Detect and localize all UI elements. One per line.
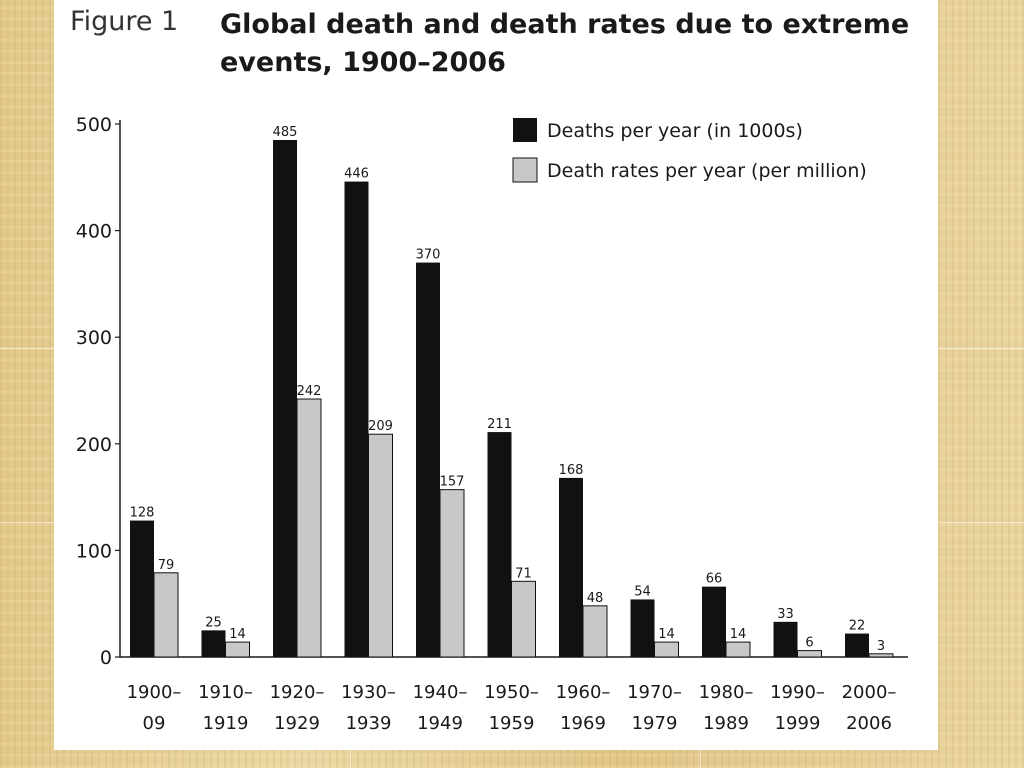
deaths-data-label: 54 <box>634 584 651 599</box>
deaths-bar <box>630 599 655 657</box>
y-tick-label: 300 <box>76 327 112 349</box>
deaths-bar <box>416 262 440 657</box>
death-rate-data-label: 209 <box>368 419 393 434</box>
deaths-bar <box>487 432 512 657</box>
death-rate-data-label: 79 <box>158 558 175 573</box>
death-rate-data-label: 14 <box>658 627 675 642</box>
x-tick-label: 1969 <box>560 713 606 734</box>
death-rate-bar <box>296 398 322 658</box>
x-tick-label: 1949 <box>417 713 463 734</box>
deaths-bar <box>273 139 297 658</box>
x-tick-label: 1999 <box>775 713 821 734</box>
legend-label-deaths: Deaths per year (in 1000s) <box>547 120 803 142</box>
deaths-data-label: 33 <box>777 607 794 622</box>
figure-title: Global death and death rates due to extr… <box>220 9 910 78</box>
y-tick-label: 400 <box>76 221 112 243</box>
death-rate-bar <box>654 641 679 658</box>
deaths-bar <box>702 586 726 657</box>
x-tick-label: 1980– <box>699 682 754 703</box>
death-rate-bar <box>368 433 393 658</box>
legend-swatch-death-rates <box>512 157 538 183</box>
x-tick-label: 1939 <box>346 713 392 734</box>
death-rate-data-label: 48 <box>587 591 604 606</box>
death-rate-bar <box>439 489 465 658</box>
deaths-data-label: 370 <box>416 248 441 263</box>
x-tick-label: 2006 <box>846 713 892 734</box>
death-rate-data-label: 157 <box>440 475 465 490</box>
deaths-data-label: 22 <box>849 619 866 634</box>
deaths-data-label: 66 <box>706 572 723 587</box>
death-rate-bar <box>725 641 751 658</box>
deaths-data-label: 128 <box>130 506 155 521</box>
deaths-data-label: 168 <box>559 463 584 478</box>
deaths-bar <box>773 621 798 657</box>
death-rate-bar <box>153 572 179 658</box>
deaths-bar <box>130 520 154 657</box>
x-tick-label: 1940– <box>413 682 468 703</box>
x-tick-label: 1960– <box>556 682 611 703</box>
x-tick-label: 1910– <box>198 682 253 703</box>
x-tick-label: 1929 <box>274 713 320 734</box>
x-tick-label: 1979 <box>632 713 678 734</box>
death-rate-data-label: 242 <box>297 384 322 399</box>
y-tick-label: 500 <box>76 114 112 136</box>
y-tick-label: 0 <box>100 647 112 669</box>
death-rate-data-label: 3 <box>877 639 885 654</box>
x-tick-label: 1989 <box>703 713 749 734</box>
death-rate-bar <box>511 580 536 658</box>
deaths-data-label: 211 <box>487 417 512 432</box>
death-rate-bar <box>797 650 822 658</box>
x-tick-label: 09 <box>143 713 166 734</box>
death-rate-data-label: 14 <box>229 627 246 642</box>
death-rate-data-label: 71 <box>515 566 532 581</box>
death-rate-data-label: 6 <box>805 636 813 651</box>
x-tick-label: 1970– <box>627 682 682 703</box>
deaths-bar <box>559 477 583 657</box>
death-rate-bar <box>868 653 894 658</box>
x-tick-label: 1990– <box>770 682 825 703</box>
death-rate-bar <box>225 641 250 658</box>
x-tick-label: 2000– <box>842 682 897 703</box>
deaths-data-label: 25 <box>205 615 222 630</box>
y-tick-label: 100 <box>76 540 112 562</box>
death-rate-bar <box>582 605 608 658</box>
figure-label: Figure 1 <box>70 6 179 37</box>
deaths-data-label: 485 <box>273 125 298 140</box>
legend-swatch-deaths <box>513 118 537 142</box>
death-rate-data-label: 14 <box>730 627 747 642</box>
deaths-data-label: 446 <box>344 167 369 182</box>
figure-panel: Figure 1 Global death and death rates du… <box>54 0 938 750</box>
deaths-bar <box>344 181 369 657</box>
deaths-bar <box>845 633 869 657</box>
deaths-bar <box>201 630 226 657</box>
legend-label-death-rates: Death rates per year (per million) <box>547 160 867 182</box>
x-tick-label: 1950– <box>484 682 539 703</box>
x-tick-label: 1930– <box>341 682 396 703</box>
y-tick-label: 200 <box>76 434 112 456</box>
x-tick-label: 1900– <box>127 682 182 703</box>
x-tick-label: 1959 <box>489 713 535 734</box>
x-tick-label: 1920– <box>270 682 325 703</box>
x-tick-label: 1919 <box>203 713 249 734</box>
bar-chart: 0 100 200 300 400 500 128 79 1900– 09 25 14 1910– 191… <box>76 114 908 734</box>
